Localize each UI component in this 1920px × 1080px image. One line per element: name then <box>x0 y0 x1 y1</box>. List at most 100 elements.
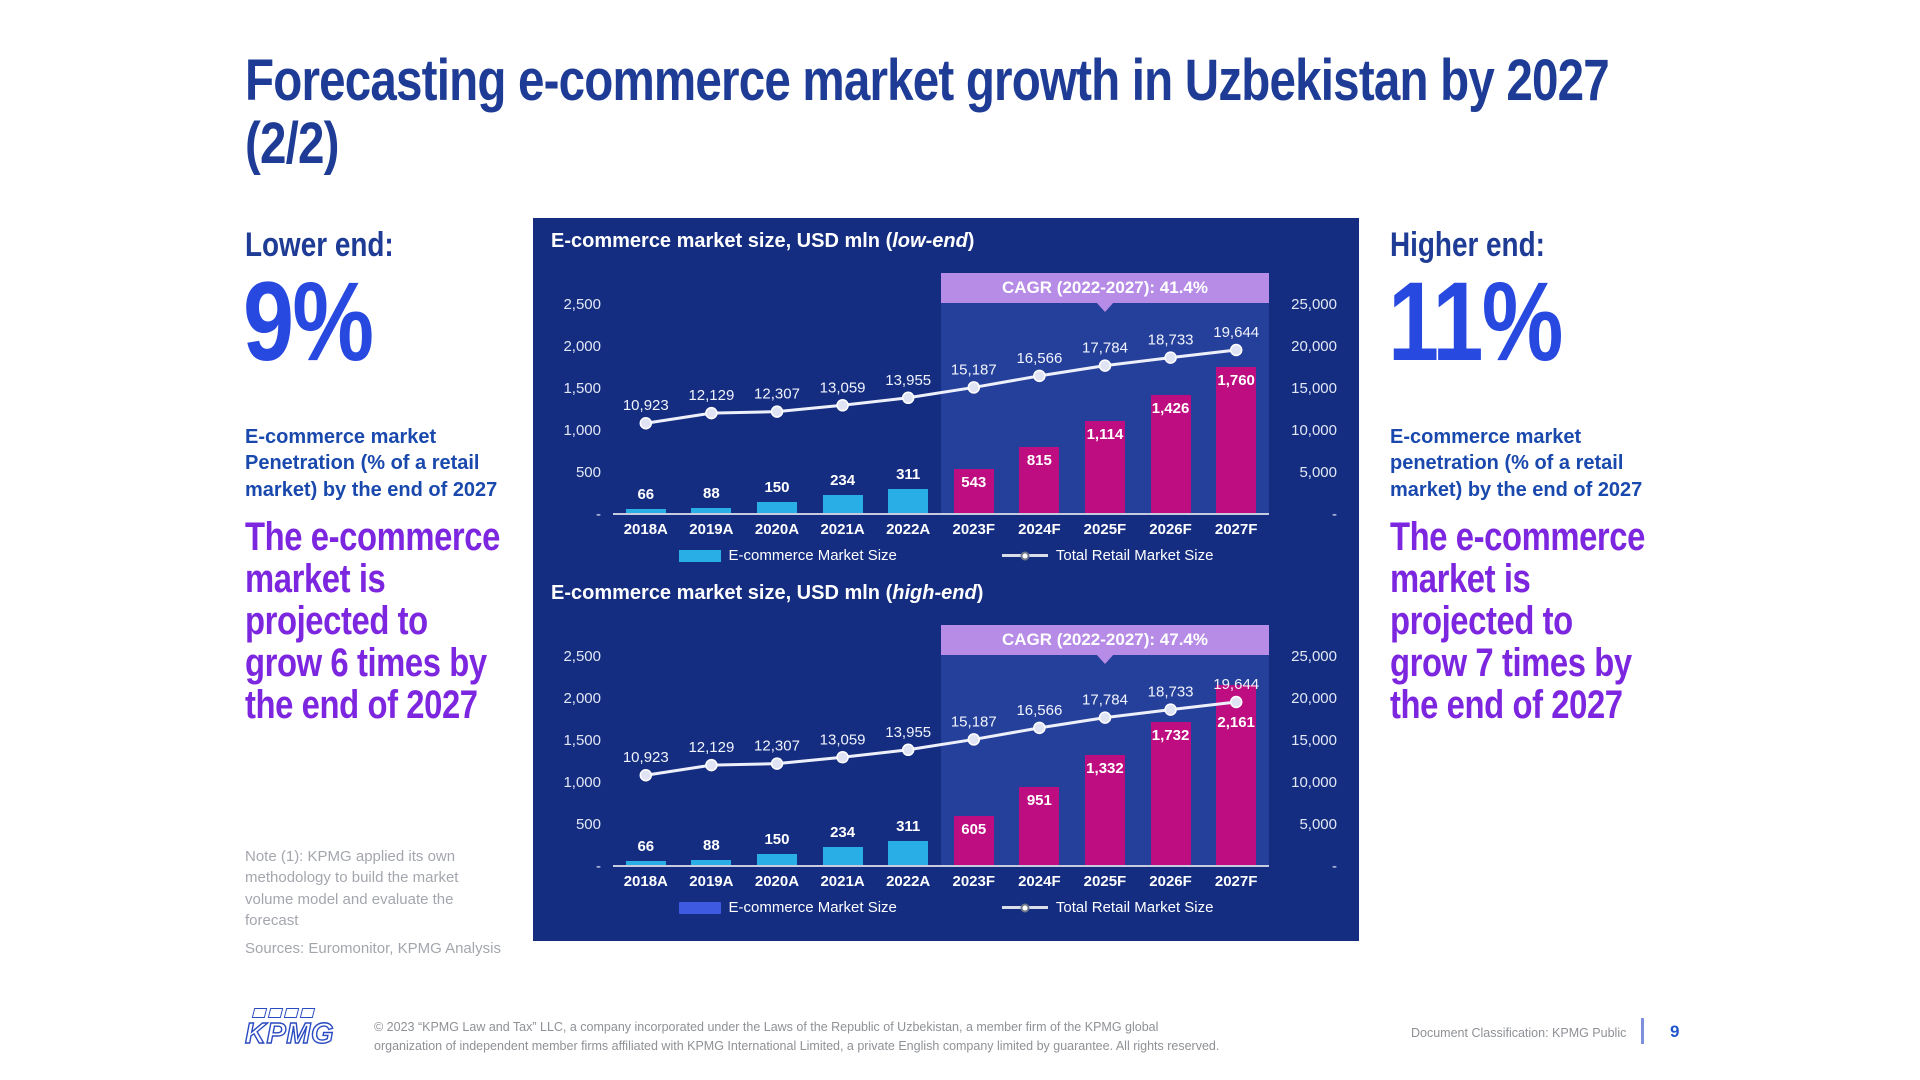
bar-label-2021A: 234 <box>830 472 856 490</box>
x-axis-baseline <box>613 865 1269 867</box>
line-label-2021A: 13,059 <box>820 379 866 396</box>
line-label-2027F: 19,644 <box>1213 676 1259 693</box>
bar-2021A <box>822 847 863 867</box>
line-point-2018A <box>639 416 653 430</box>
bar-column-2026F: 1,732 <box>1138 617 1204 867</box>
legend-line-icon <box>1001 903 1048 913</box>
bar-column-2023F: 605 <box>941 617 1007 867</box>
retail-line <box>645 348 1237 425</box>
bar-column-2023F: 543 <box>941 265 1007 515</box>
bar-column-2022A: 311 <box>875 617 941 867</box>
retail-line <box>645 700 1237 777</box>
bar-label-2020A: 150 <box>764 831 790 849</box>
axis-tick-right: 20,000 <box>1291 690 1337 707</box>
x-axis-label-2019A: 2019A <box>689 873 734 890</box>
x-axis-label-2027F: 2027F <box>1214 521 1258 538</box>
legend-label-retail: Total Retail Market Size <box>1055 547 1214 564</box>
charts-panel: E-commerce market size, USD mln ( low-end… <box>533 218 1359 941</box>
x-axis-label-2018A: 2018A <box>623 873 668 890</box>
line-label-2018A: 10,923 <box>623 397 669 414</box>
line-point-2020A <box>770 405 784 418</box>
legend-label-retail: Total Retail Market Size <box>1055 899 1214 916</box>
axis-tick-left: 2,500 <box>563 648 601 665</box>
document-classification: Document Classification: KPMG Public <box>1411 1026 1627 1040</box>
sources-text: Sources: Euromonitor, KPMG Analysis <box>245 940 501 957</box>
line-label-2023F: 15,187 <box>951 713 997 730</box>
bar-2022A <box>888 840 929 867</box>
copyright-text: © 2023 “KPMG Law and Tax” LLC, a company… <box>374 1020 1220 1054</box>
axis-tick-left: 1,500 <box>563 732 601 749</box>
axis-tick-left: 1,000 <box>563 774 601 791</box>
x-axis-label-2023F: 2023F <box>952 873 996 890</box>
x-axis-labels: 2018A 2019A 2020A 2021A 2022A 2023F 2024F 2025F… <box>549 515 1343 538</box>
line-label-2019A: 12,129 <box>688 387 734 404</box>
bar-label-2024F: 815 <box>1026 451 1052 469</box>
x-axis-label-2024F: 2024F <box>1018 521 1061 538</box>
line-label-2024F: 16,566 <box>1016 702 1062 719</box>
axis-tick-left: - <box>596 858 601 875</box>
axis-tick-right: 5,000 <box>1299 464 1337 481</box>
line-label-2020A: 12,307 <box>754 738 800 755</box>
axis-tick-right: 5,000 <box>1299 816 1337 833</box>
note-text: Note (1): KPMG applied its own methodolo… <box>245 848 459 929</box>
bar-column-2018A: 66 <box>613 265 679 515</box>
line-point-2026F <box>1164 351 1177 364</box>
line-point-2027F <box>1229 343 1243 357</box>
axis-tick-right: 10,000 <box>1291 774 1337 791</box>
chart-title-prefix: E-commerce market size, USD mln ( <box>551 582 893 604</box>
axis-tick-left: 500 <box>575 464 601 481</box>
line-label-2018A: 10,923 <box>623 749 669 766</box>
bar-label-2024F: 951 <box>1026 792 1052 810</box>
plot-area: CAGR (2022-2027): 47.4% 66 88 150 234 311 605 9… <box>613 617 1269 867</box>
legend-item-ecommerce: E-commerce Market Size <box>678 547 897 564</box>
bar-label-2022A: 311 <box>896 465 921 483</box>
bar-label-2019A: 88 <box>703 484 720 502</box>
line-point-2027F <box>1229 695 1243 709</box>
bar-label-2021A: 234 <box>830 824 856 842</box>
kpmg-logo: KPMG <box>244 1008 334 1051</box>
bar-column-2026F: 1,426 <box>1138 265 1204 515</box>
x-axis-label-2021A: 2021A <box>820 521 865 538</box>
lower-end-description: E-commerce market Penetration (% of a re… <box>245 426 498 501</box>
lower-end-heading: Lower end: <box>245 226 394 264</box>
bar-columns: 66 88 150 234 311 543 815 1,114 1,426 1,760 <box>613 265 1269 515</box>
bar-2027F <box>1216 367 1257 515</box>
line-label-2023F: 15,187 <box>951 361 997 378</box>
x-axis-label-2026F: 2026F <box>1149 873 1192 890</box>
bar-2019A <box>691 859 732 867</box>
axis-tick-left: 2,500 <box>563 296 601 313</box>
higher-end-heading: Higher end: <box>1390 226 1545 264</box>
kpmg-logo-square <box>251 1008 268 1018</box>
bar-2020A <box>756 854 797 867</box>
axis-tick-right: 10,000 <box>1291 422 1337 439</box>
page-number: 9 <box>1670 1022 1680 1041</box>
legend-label-ecommerce: E-commerce Market Size <box>728 899 897 916</box>
line-label-2024F: 16,566 <box>1016 350 1062 367</box>
line-label-2026F: 18,733 <box>1148 684 1194 701</box>
bar-column-2020A: 150 <box>744 265 810 515</box>
x-axis-label-2021A: 2021A <box>820 873 865 890</box>
legend-item-ecommerce: E-commerce Market Size <box>678 899 897 916</box>
axis-tick-right: 25,000 <box>1291 296 1337 313</box>
x-axis-label-2025F: 2025F <box>1083 873 1127 890</box>
x-axis-label-2022A: 2022A <box>886 873 931 890</box>
line-label-2026F: 18,733 <box>1148 332 1194 349</box>
axis-tick-right: 25,000 <box>1291 648 1337 665</box>
axis-tick-right: 15,000 <box>1291 380 1337 397</box>
page-title-line1: Forecasting e-commerce market growth in … <box>245 48 1610 113</box>
chart-title-scenario: low-end <box>892 230 968 252</box>
legend-item-retail: Total Retail Market Size <box>1001 899 1214 916</box>
x-axis-label-2026F: 2026F <box>1149 521 1192 538</box>
cagr-badge-pointer <box>1096 654 1114 664</box>
bar-column-2027F: 1,760 <box>1203 265 1269 515</box>
bar-2020A <box>756 502 797 515</box>
bar-2024F <box>1019 787 1060 867</box>
line-label-2022A: 13,955 <box>885 724 931 741</box>
x-axis-baseline <box>613 513 1269 515</box>
axis-tick-left: 500 <box>575 816 601 833</box>
x-axis-labels: 2018A 2019A 2020A 2021A 2022A 2023F 2024F 2025F… <box>549 867 1343 890</box>
axis-tick-right: - <box>1332 858 1337 875</box>
bar-2025F <box>1084 421 1125 515</box>
bar-2019A <box>691 507 732 515</box>
line-point-2025F <box>1098 359 1112 372</box>
